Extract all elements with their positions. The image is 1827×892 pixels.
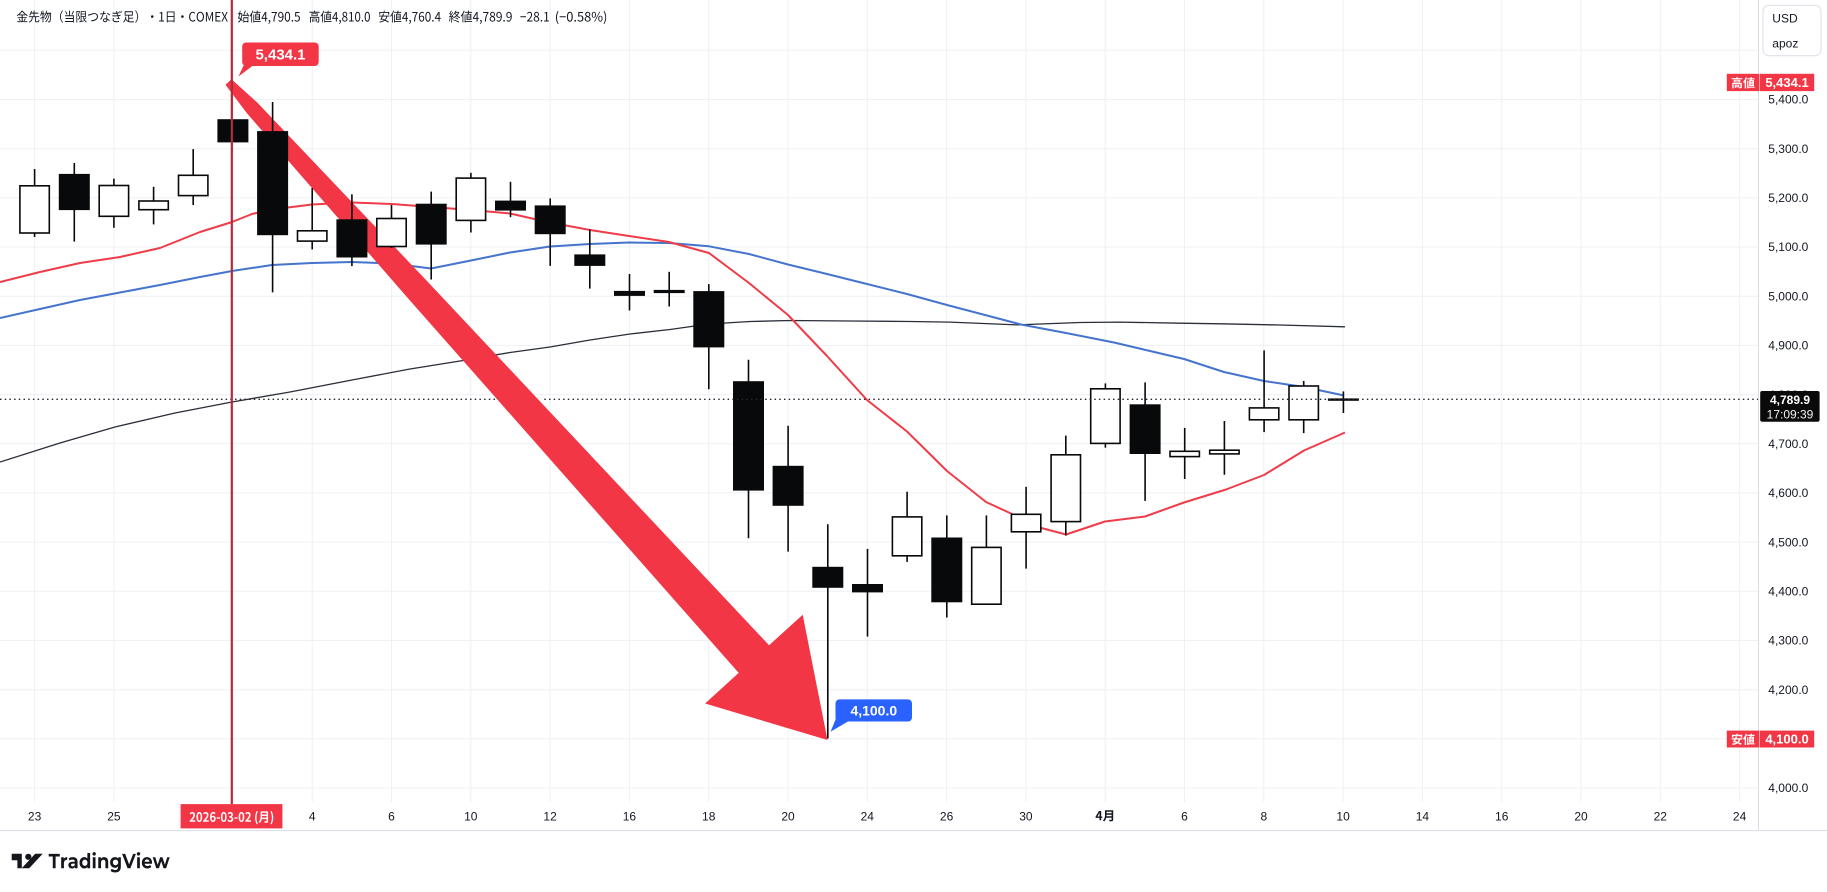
svg-text:24: 24 [1733,809,1747,823]
svg-text:20: 20 [781,809,795,823]
svg-text:17:09:39: 17:09:39 [1767,408,1814,422]
svg-text:5,434.1: 5,434.1 [1765,75,1808,90]
svg-text:4,000.0: 4,000.0 [1768,781,1808,795]
svg-text:5,000.0: 5,000.0 [1768,289,1808,303]
svg-text:14: 14 [1416,809,1430,823]
svg-text:4,900.0: 4,900.0 [1768,339,1808,353]
svg-text:4: 4 [309,809,316,823]
svg-text:USD: USD [1772,12,1798,26]
svg-text:8: 8 [1260,809,1267,823]
svg-text:4,789.9: 4,789.9 [1770,393,1810,407]
svg-text:4,100.0: 4,100.0 [1765,731,1808,746]
svg-text:4,200.0: 4,200.0 [1768,683,1808,697]
svg-text:6: 6 [1181,809,1188,823]
svg-text:5,200.0: 5,200.0 [1768,191,1808,205]
svg-text:24: 24 [861,809,875,823]
svg-text:10: 10 [464,809,478,823]
svg-text:10: 10 [1336,809,1350,823]
svg-text:apoz: apoz [1772,37,1798,51]
svg-text:6: 6 [388,809,395,823]
svg-text:4,100.0: 4,100.0 [850,702,897,718]
svg-text:26: 26 [940,809,954,823]
svg-text:4,600.0: 4,600.0 [1768,486,1808,500]
svg-text:4,300.0: 4,300.0 [1768,634,1808,648]
svg-text:5,434.1: 5,434.1 [255,47,305,64]
svg-text:4,500.0: 4,500.0 [1768,535,1808,549]
svg-text:16: 16 [1495,809,1509,823]
svg-text:4,400.0: 4,400.0 [1768,585,1808,599]
svg-text:5,400.0: 5,400.0 [1768,93,1808,107]
svg-text:25: 25 [107,809,121,823]
svg-text:5,100.0: 5,100.0 [1768,240,1808,254]
svg-text:22: 22 [1654,809,1668,823]
svg-text:23: 23 [28,809,42,823]
svg-text:12: 12 [543,809,557,823]
svg-text:16: 16 [623,809,637,823]
svg-text:30: 30 [1019,809,1033,823]
svg-text:20: 20 [1574,809,1588,823]
svg-text:5,300.0: 5,300.0 [1768,142,1808,156]
svg-text:18: 18 [702,809,716,823]
svg-text:4,700.0: 4,700.0 [1768,437,1808,451]
